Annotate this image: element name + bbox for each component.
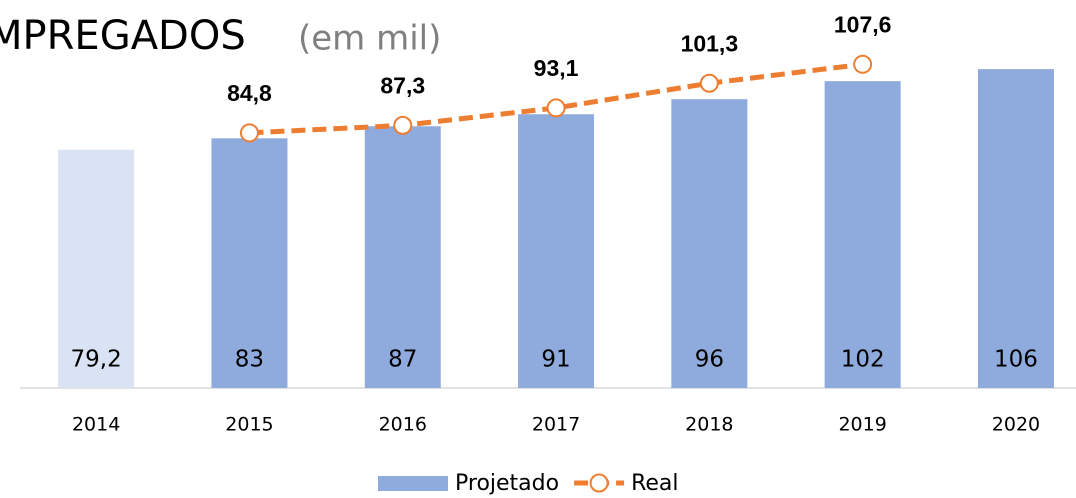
bar — [518, 114, 595, 388]
bar-label: 106 — [994, 347, 1038, 373]
line-marker — [239, 123, 259, 143]
legend-marker — [589, 473, 609, 493]
bar-label: 79,2 — [71, 347, 122, 373]
line-marker — [853, 54, 873, 74]
x-tick-label: 2015 — [225, 414, 273, 436]
bar-label: 91 — [541, 347, 570, 373]
bar-label: 96 — [695, 347, 724, 373]
bar — [364, 126, 441, 389]
line-label: 84,8 — [227, 80, 272, 106]
line-marker — [546, 98, 566, 118]
bar — [58, 149, 135, 388]
x-tick-label: 2014 — [72, 414, 120, 436]
bar-label: 87 — [388, 347, 417, 373]
bar-label: 102 — [841, 347, 885, 373]
line-label: 87,3 — [380, 72, 425, 98]
x-tick-label: 2018 — [685, 414, 733, 436]
bar — [824, 81, 901, 389]
legend-label: Projetado — [455, 471, 559, 496]
x-tick-label: 2016 — [379, 414, 427, 436]
x-tick-label: 2019 — [838, 414, 886, 436]
bar — [977, 69, 1054, 388]
line-marker — [699, 73, 719, 93]
line-label: 93,1 — [534, 55, 579, 81]
chart-title: MPREGADOS — [0, 13, 246, 59]
chart-subtitle: (em mil) — [298, 19, 441, 59]
x-tick-label: 2020 — [992, 414, 1040, 436]
bar — [671, 99, 748, 388]
bar — [211, 138, 288, 388]
x-tick-label: 2017 — [532, 414, 580, 436]
line-label: 107,6 — [834, 11, 892, 37]
line-marker — [393, 115, 413, 135]
bar-label: 83 — [235, 347, 264, 373]
line-label: 101,3 — [681, 30, 739, 56]
legend-swatch — [378, 476, 448, 491]
legend-label: Real — [631, 471, 678, 496]
